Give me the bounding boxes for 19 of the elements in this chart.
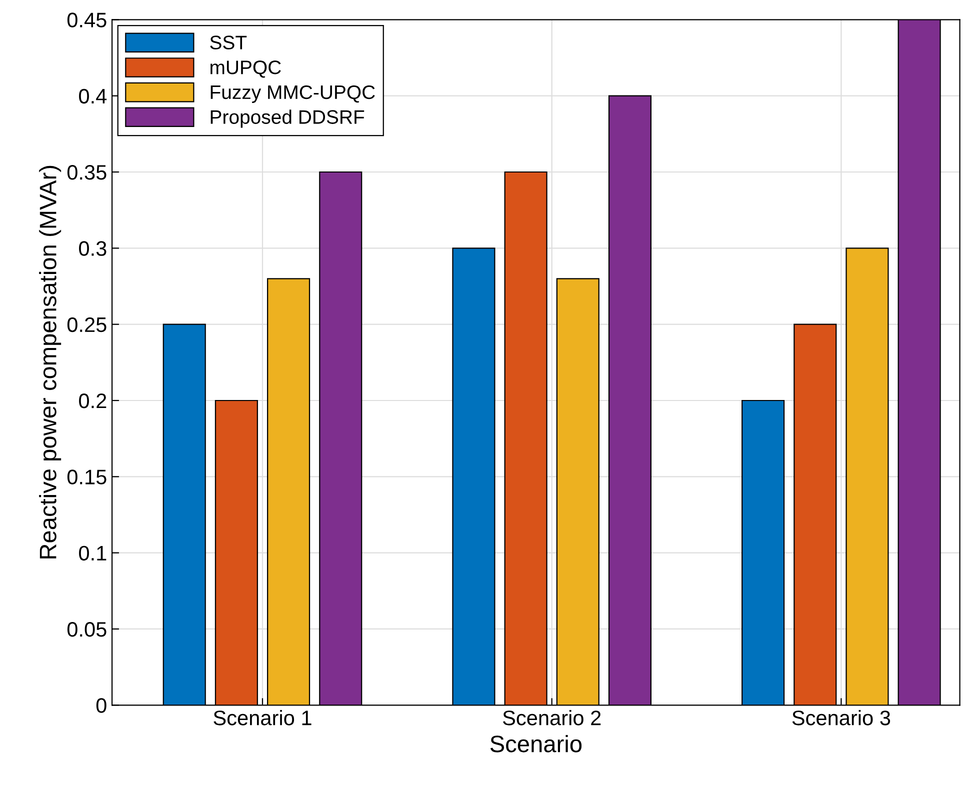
- legend-label: Proposed DDSRF: [210, 110, 364, 128]
- y-axis-title: Reactive power compensation (MVAr): [39, 166, 62, 558]
- legend-label: mUPQC: [210, 60, 281, 78]
- legend-label: Fuzzy MMC-UPQC: [210, 85, 375, 103]
- x-tick-label: Scenario 2: [502, 710, 601, 726]
- y-tick-label: 0.2: [79, 393, 106, 408]
- y-tick-label: 0.3: [79, 241, 106, 256]
- x-tick-label: Scenario 1: [214, 710, 312, 726]
- y-tick-label: 0.4: [79, 88, 107, 104]
- y-tick-label: 0.1: [79, 546, 106, 561]
- y-tick-label: 0.35: [67, 165, 106, 180]
- y-tick-label: 0: [96, 698, 106, 713]
- y-tick-label: 0.45: [67, 12, 106, 28]
- legend-label: SST: [210, 36, 247, 50]
- y-tick-label: 0.15: [67, 470, 106, 484]
- y-tick-label: 0.25: [67, 317, 106, 332]
- y-tick-label: 0.05: [67, 622, 106, 637]
- x-tick-label: Scenario 3: [792, 710, 890, 726]
- x-axis-title: Scenario: [490, 734, 582, 752]
